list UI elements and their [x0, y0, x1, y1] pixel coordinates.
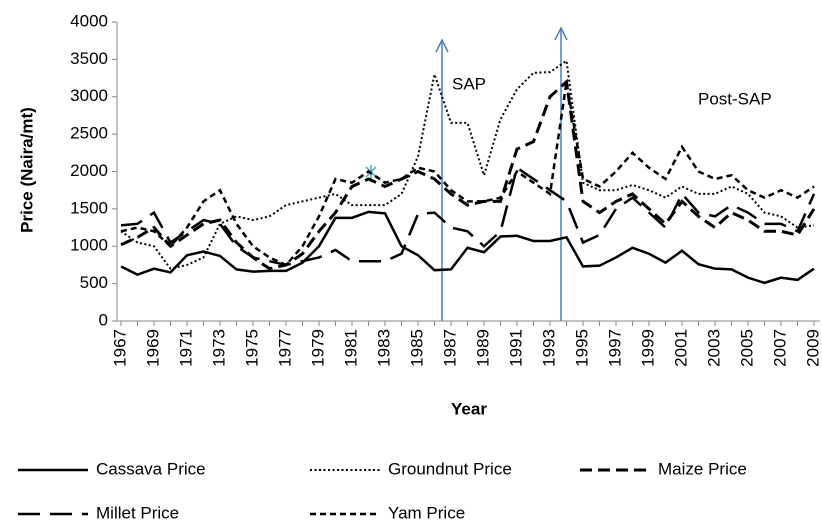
series-line	[120, 78, 816, 271]
x-tick-label: 1991	[506, 329, 525, 367]
arrows	[435, 26, 568, 321]
x-tick-label: 1969	[143, 329, 162, 367]
x-axis-title: Year	[451, 399, 487, 418]
y-tick-label: 2000	[70, 161, 108, 180]
x-tick-label: 1975	[242, 329, 261, 367]
x-tick-label: 2009	[803, 329, 822, 367]
legend-label: Groundnut Price	[388, 459, 512, 478]
x-tick-label: 1971	[176, 329, 195, 367]
y-tick-label: 3000	[70, 86, 108, 105]
x-tick-label: 2005	[737, 329, 756, 367]
legend-label: Cassava Price	[96, 459, 206, 478]
x-tick-label: 1995	[572, 329, 591, 367]
y-tick-label: 1500	[70, 198, 108, 217]
x-tick-label: 1993	[539, 329, 558, 367]
series-line	[120, 165, 816, 267]
legend-label: Yam Price	[388, 503, 465, 522]
x-tick-label: 1973	[209, 329, 228, 367]
legend-label: Millet Price	[96, 503, 179, 522]
x-tick-label: 1979	[308, 329, 327, 367]
y-tick-label: 500	[80, 273, 108, 292]
x-tick-label: 1985	[407, 329, 426, 367]
x-tick-label: 1981	[341, 329, 360, 367]
x-tick-label: 1983	[374, 329, 393, 367]
x-tick-label: 2001	[671, 329, 690, 367]
x-tick-label: 1967	[110, 329, 129, 367]
legend-label: Maize Price	[658, 459, 747, 478]
x-tick-label: 1987	[440, 329, 459, 367]
annotation: Post-SAP	[698, 89, 772, 108]
x-tick-label: 1989	[473, 329, 492, 367]
annotation: SAP	[452, 74, 486, 93]
x-tick-label: 1999	[638, 329, 657, 367]
arrow-head	[554, 26, 568, 41]
x-tick-label: 2003	[704, 329, 723, 367]
y-tick-label: 3500	[70, 49, 108, 68]
x-tick-label: 1977	[275, 329, 294, 367]
y-tick-label: 2500	[70, 124, 108, 143]
x-tick-label: 2007	[770, 329, 789, 367]
x-tick-label: 1997	[605, 329, 624, 367]
arrow-head	[435, 38, 449, 53]
y-tick-label: 0	[99, 310, 108, 329]
y-tick-label: 4000	[70, 11, 108, 30]
series-line	[120, 210, 815, 285]
y-axis-title: Price (Naira/mt)	[17, 107, 36, 233]
y-tick-label: 1000	[70, 236, 108, 255]
series-line	[120, 81, 815, 267]
